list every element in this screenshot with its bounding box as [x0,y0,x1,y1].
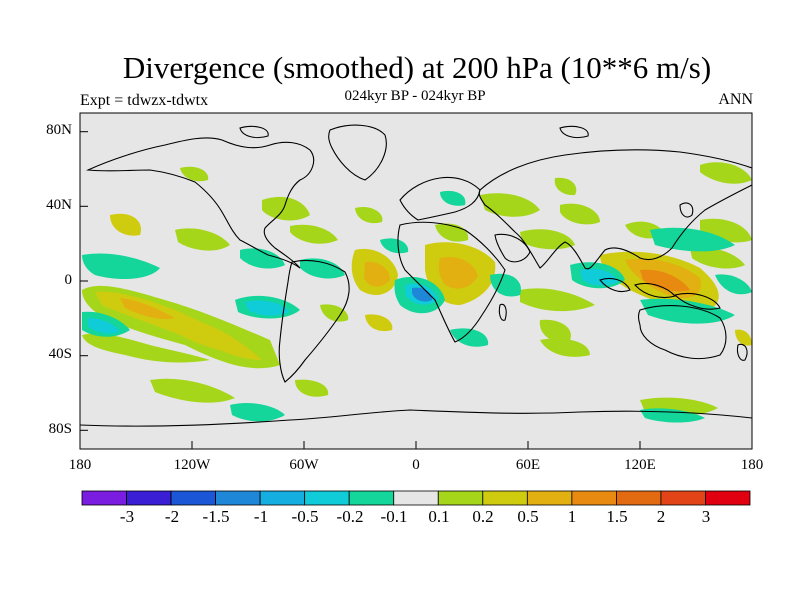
colorbar-swatch [126,490,172,506]
lon-label-120e: 120E [624,457,656,473]
colorbar-swatch [348,490,395,506]
colorbar-label: -0.1 [380,507,408,526]
colorbar-label: -1.5 [202,507,230,526]
colorbar-swatch [705,490,751,506]
season-label: ANN [718,91,753,108]
colorbar-swatch [526,490,573,506]
lon-label-120w: 120W [173,457,211,473]
lon-label-0: 0 [412,457,420,473]
lat-label-80n: 80N [46,122,72,138]
colorbar-swatch [170,490,216,506]
lat-label-40s: 40S [48,346,72,362]
lon-label-60w: 60W [289,457,319,473]
colorbar-label: -1 [253,507,269,526]
colorbar-label: 2 [656,507,666,526]
colorbar-swatch [616,490,662,506]
colorbar-swatch [437,490,484,506]
colorbar-label: 0.5 [517,507,539,526]
colorbar-swatch [259,490,306,506]
colorbar-swatch [660,490,706,506]
colorbar-swatch [215,490,261,506]
colorbar-label: 0.1 [428,507,450,526]
coastlines [80,124,752,427]
lat-label-80s: 80S [48,421,72,437]
colorbar-label: -3 [119,507,135,526]
lon-label-180w: 180 [68,457,92,473]
colorbar-label: 1 [567,507,577,526]
map-title: Divergence (smoothed) at 200 hPa (10**6 … [122,50,712,85]
lat-label-40n: 40N [46,197,72,213]
map-ticks [79,131,753,449]
colorbar-label: -0.5 [291,507,319,526]
lat-label-0: 0 [64,272,73,288]
colorbar-swatch [81,490,127,506]
colorbar-swatch [393,490,439,506]
map-subtitle: 024kyr BP - 024kyr BP [344,88,486,104]
colorbar-label: 3 [701,507,711,526]
divergence-field [82,162,752,423]
colorbar-label: -2 [164,507,180,526]
colorbar-label: 0.2 [472,507,494,526]
lon-label-60e: 60E [515,457,541,473]
colorbar-swatch [482,490,528,506]
colorbar [81,490,751,506]
colorbar-swatch [571,490,617,506]
experiment-label: Expt = tdwzx-tdwtx [80,92,209,109]
colorbar-label: 1.5 [606,507,628,526]
colorbar-swatch [304,490,350,506]
colorbar-label: -0.2 [336,507,364,526]
lon-label-180e: 180 [740,457,764,473]
